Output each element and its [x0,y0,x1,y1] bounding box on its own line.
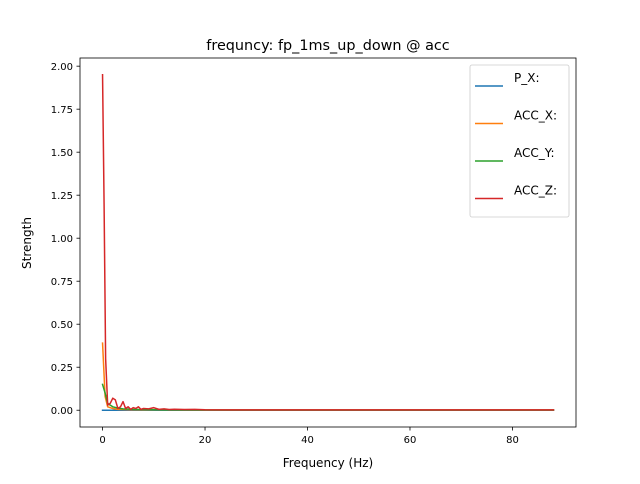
y-tick-label: 2.00 [51,62,73,73]
y-tick-label: 0.25 [51,363,73,374]
y-tick-label: 1.75 [51,105,73,116]
axes-frame [79,57,577,428]
legend-label-acc-x: ACC_X: [514,109,557,123]
legend-box [469,64,570,218]
legend-label-acc-z: ACC_Z: [514,184,557,198]
x-tick-label: 80 [506,435,519,446]
series-line-acc-x [101,342,555,411]
legend-label-p-x: P_X: [514,71,540,85]
x-tick-label: 20 [199,435,212,446]
x-tick-label: 60 [404,435,417,446]
legend: P_X: ACC_X: ACC_Y: ACC_Z: [469,64,570,218]
chart-title: frequncy: fp_1ms_up_down @ acc [206,38,450,54]
y-tick-label: 1.50 [51,148,73,159]
y-tick-label: 0.50 [51,320,73,331]
y-tick-label: 0.00 [51,406,73,417]
x-tick-label: 0 [99,435,105,446]
series-line-acc-z [101,74,555,411]
series-line-acc-y [101,383,555,411]
y-tick-label: 0.75 [51,277,73,288]
legend-label-acc-y: ACC_Y: [514,146,555,160]
y-tick-label: 1.00 [51,234,73,245]
plot-area: 0 20 40 60 80 0.00 0.25 0.50 0.75 1.00 1.25 1.50 1.7… [51,57,577,446]
x-axis-label: Frequency (Hz) [283,456,374,470]
y-axis-label: Strength [20,217,34,269]
y-tick-label: 1.25 [51,191,73,202]
x-tick-label: 40 [301,435,314,446]
